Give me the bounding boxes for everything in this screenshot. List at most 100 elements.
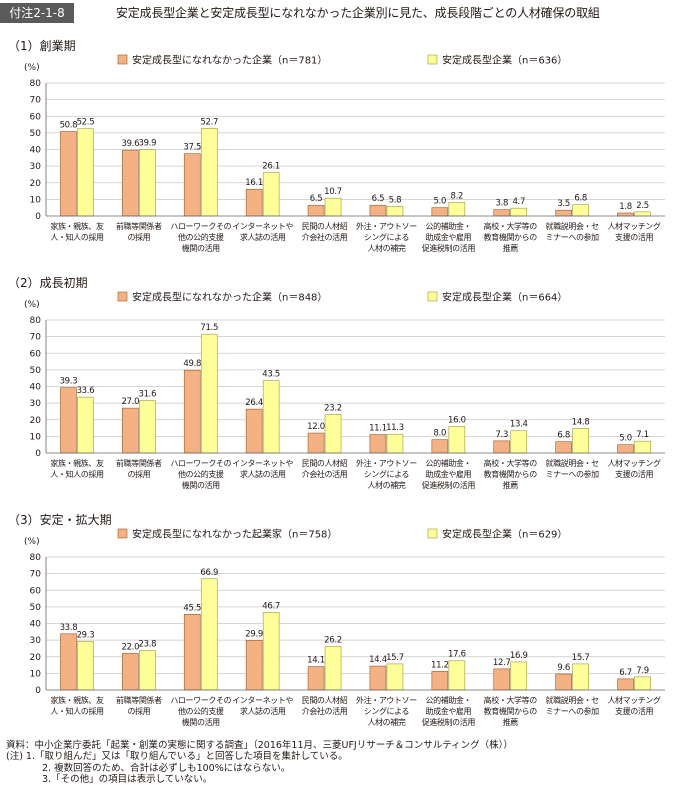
x-tick-label: 高校・大学等の — [484, 695, 538, 705]
data-label: 6.5 — [372, 194, 385, 204]
data-label: 16.0 — [448, 415, 466, 425]
bar — [634, 211, 651, 217]
x-tick-label: インターネットや — [232, 459, 293, 468]
x-tick-label: の採用 — [127, 232, 150, 242]
chart-title: （1）創業期 — [8, 39, 76, 53]
x-tick-label: 民間の人材紹 — [302, 458, 348, 468]
x-tick-label: 人材マッチング — [607, 695, 661, 705]
data-label: 5.0 — [619, 434, 632, 444]
data-label: 12.0 — [307, 422, 325, 432]
data-label: 7.3 — [495, 430, 508, 440]
data-label: 3.8 — [495, 199, 508, 209]
y-axis-unit: (%) — [24, 537, 40, 547]
y-tick-label: 10 — [30, 669, 42, 679]
x-tick-label: 公的補助金・ — [426, 221, 472, 231]
y-tick-label: 60 — [30, 349, 42, 359]
bar — [555, 673, 572, 691]
data-label: 46.7 — [262, 601, 280, 611]
x-tick-label: シングによる — [364, 706, 409, 716]
chart-title: （3）安定・拡大期 — [8, 512, 112, 527]
bar — [448, 202, 466, 217]
bar — [307, 666, 325, 691]
data-label: 11.3 — [386, 423, 404, 433]
x-tick-label: 民間の人材紹 — [302, 221, 348, 231]
bar — [493, 668, 511, 691]
data-label: 49.8 — [183, 359, 201, 369]
bar — [572, 663, 589, 691]
bar — [139, 149, 156, 217]
x-tick-label: 人・知人の採用 — [50, 232, 104, 242]
x-tick-label: 人材マッチング — [607, 221, 661, 231]
data-label: 2.5 — [636, 201, 649, 211]
y-tick-label: 60 — [30, 112, 42, 122]
bar — [431, 671, 449, 691]
data-label: 43.5 — [262, 370, 280, 380]
bar — [510, 207, 528, 217]
data-label: 6.8 — [574, 194, 587, 204]
legend-label: 安定成長型企業（n＝629） — [442, 528, 567, 541]
y-tick-label: 50 — [30, 366, 42, 376]
y-tick-label: 50 — [30, 129, 42, 139]
bar — [139, 650, 156, 691]
x-tick-label: インターネットや — [232, 222, 293, 231]
data-label: 1.8 — [619, 202, 632, 212]
data-label: 7.1 — [636, 430, 649, 440]
y-tick-label: 20 — [30, 416, 42, 426]
data-label: 12.7 — [493, 658, 511, 668]
x-tick-label: 機関の活用 — [182, 717, 220, 727]
data-label: 31.6 — [138, 389, 156, 399]
y-tick-label: 10 — [30, 432, 42, 442]
bar — [617, 444, 634, 454]
bar — [245, 188, 263, 217]
data-label: 4.7 — [512, 197, 525, 207]
note-2: 2. 複数回答のため、合計は必ずしも100%にはならない。 — [42, 762, 291, 774]
x-tick-label: 人材マッチング — [607, 458, 661, 468]
bar — [200, 578, 218, 691]
y-axis-unit: (%) — [24, 63, 40, 73]
legend-label: 安定成長型になれなかった企業（n＝848） — [132, 291, 327, 304]
x-tick-label: 民間の人材紹 — [302, 695, 348, 705]
bar — [634, 676, 651, 691]
x-tick-label: 機関の活用 — [182, 480, 220, 490]
bar — [448, 426, 466, 454]
bar — [555, 209, 572, 217]
x-tick-label: 就職説明会・セ — [546, 695, 600, 705]
chart-founding-stage: （1）創業期 (%) 安定成長型になれなかった企業（n＝781） 安定成長型企業（n＝… — [8, 39, 665, 253]
data-label: 33.8 — [60, 623, 78, 633]
data-label: 26.2 — [324, 635, 342, 645]
data-label: 39.9 — [138, 139, 156, 149]
x-tick-label: 家族・親族、友 — [50, 695, 104, 705]
x-tick-label: 前職等関係者 — [116, 221, 162, 231]
figure-title: 安定成長型企業と安定成長型になれなかった企業別に見た、成長段階ごとの人材確保の取… — [116, 6, 600, 20]
data-label: 26.1 — [262, 162, 280, 172]
bar — [572, 428, 589, 454]
data-label: 23.2 — [324, 403, 342, 413]
bar — [77, 128, 94, 217]
data-label: 3.5 — [557, 199, 570, 209]
y-tick-label: 10 — [30, 195, 42, 205]
y-tick-label: 30 — [30, 162, 42, 172]
x-tick-label: 推薦 — [503, 717, 519, 727]
y-tick-label: 70 — [30, 570, 42, 580]
legend-swatch — [117, 291, 128, 302]
x-tick-label: 他の公的支援 — [178, 232, 224, 242]
legend-swatch — [427, 528, 438, 539]
x-tick-label: 求人誌の活用 — [240, 232, 286, 242]
x-tick-label: 高校・大学等の — [484, 458, 538, 468]
y-tick-label: 70 — [30, 96, 42, 106]
data-label: 16.9 — [510, 651, 528, 661]
y-tick-label: 80 — [30, 553, 42, 563]
x-tick-label: 他の公的支援 — [178, 706, 224, 716]
bar — [510, 661, 528, 691]
data-label: 5.8 — [389, 195, 402, 205]
x-tick-label: 支援の活用 — [615, 706, 653, 716]
x-tick-label: の採用 — [127, 469, 150, 479]
chart-stable-expansion-stage: （3）安定・拡大期 (%) 安定成長型になれなかった起業家（n＝758） 安定成長型企… — [8, 512, 665, 727]
x-tick-label: 家族・親族、友 — [50, 221, 104, 231]
x-tick-label: 外注・アウトソー — [356, 221, 417, 231]
x-tick-label: の採用 — [127, 706, 150, 716]
x-tick-label: 人材の補完 — [367, 480, 405, 490]
bar — [122, 407, 139, 454]
y-axis-unit: (%) — [24, 300, 40, 310]
x-tick-label: 助成金や雇用 — [426, 706, 472, 716]
